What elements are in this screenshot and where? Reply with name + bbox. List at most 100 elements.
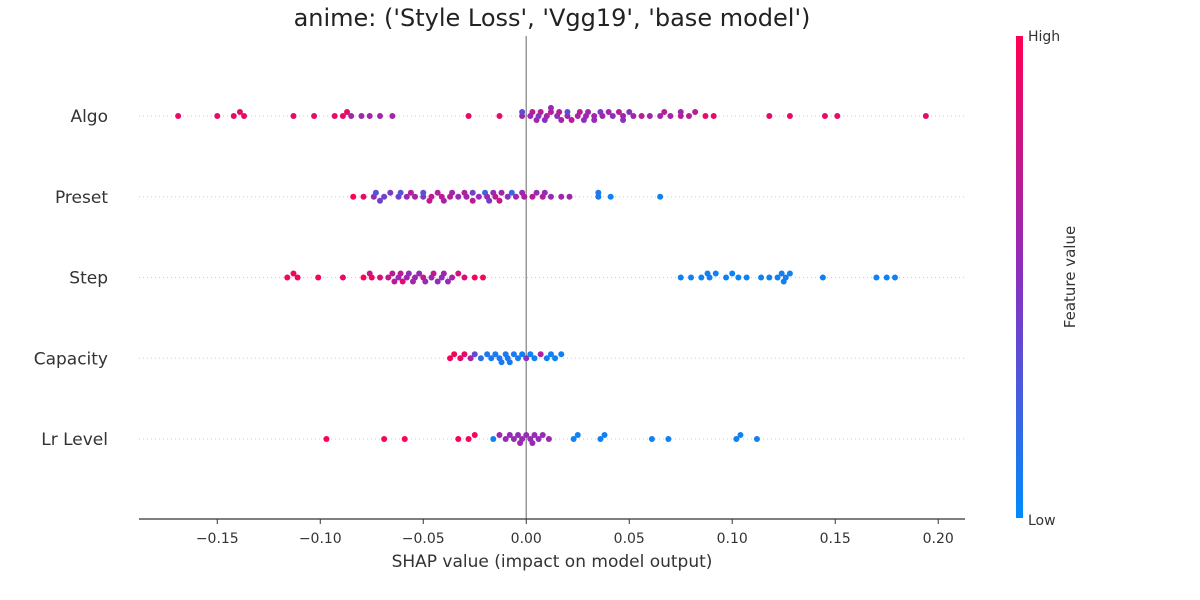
- shap-point: [471, 351, 478, 358]
- shap-point: [786, 270, 793, 277]
- shap-point: [465, 113, 472, 119]
- shap-point: [620, 117, 627, 124]
- shap-point: [585, 108, 592, 115]
- shap-point: [529, 193, 536, 200]
- shap-point: [558, 117, 565, 124]
- feature-gridlines: [139, 115, 965, 440]
- shap-point: [496, 431, 503, 438]
- shap-point: [607, 193, 614, 200]
- shap-point: [545, 436, 552, 442]
- shap-point: [504, 193, 511, 200]
- shap-point: [535, 436, 542, 442]
- shap-point: [834, 113, 841, 119]
- shap-point: [638, 113, 645, 119]
- shap-point: [403, 193, 410, 200]
- shap-point: [214, 113, 221, 119]
- shap-point: [523, 431, 530, 438]
- shap-point: [339, 274, 346, 281]
- shap-point: [547, 104, 554, 111]
- shap-point: [605, 108, 612, 115]
- shap-point: [412, 274, 419, 281]
- shap-point: [440, 197, 447, 204]
- shap-point: [710, 113, 717, 119]
- shap-point: [422, 278, 429, 285]
- shap-point: [547, 193, 554, 200]
- shap-point: [698, 274, 705, 281]
- shap-point: [377, 197, 384, 204]
- shap-point: [891, 274, 898, 281]
- shap-point: [539, 431, 546, 438]
- shap-point: [774, 274, 781, 281]
- shap-point: [766, 113, 773, 119]
- shap-point: [665, 436, 672, 442]
- shap-point: [331, 113, 338, 119]
- feature-label: Step: [69, 269, 108, 289]
- shap-point: [502, 436, 509, 442]
- shap-point: [368, 274, 375, 281]
- x-tick-label: 0.20: [923, 531, 954, 547]
- shap-point: [558, 193, 565, 200]
- shap-point: [782, 274, 789, 281]
- shap-point: [496, 197, 503, 204]
- shap-point: [506, 431, 513, 438]
- shap-point: [475, 193, 482, 200]
- shap-point: [657, 193, 664, 200]
- shap-point: [175, 113, 182, 119]
- data-points: [175, 104, 929, 447]
- shap-point: [626, 108, 633, 115]
- shap-point: [512, 193, 519, 200]
- feature-label: Lr Level: [41, 430, 108, 450]
- shap-point: [430, 270, 437, 277]
- feature-label: Capacity: [34, 349, 108, 369]
- shap-point: [449, 274, 456, 281]
- x-axis-label: SHAP value (impact on model output): [392, 552, 713, 572]
- shap-point: [743, 274, 750, 281]
- feature-label: Preset: [55, 188, 108, 208]
- shap-point: [758, 274, 765, 281]
- x-tick-label: 0.10: [717, 531, 748, 547]
- shap-point: [358, 113, 365, 119]
- shap-point: [688, 274, 695, 281]
- shap-point: [519, 351, 526, 358]
- shap-point: [574, 431, 581, 438]
- shap-point: [519, 436, 526, 442]
- shap-point: [922, 113, 929, 119]
- shap-point: [461, 351, 468, 358]
- colorbar-low-label: Low: [1028, 513, 1056, 529]
- shap-point: [646, 113, 653, 119]
- feature-labels: Algo Preset Step Capacity Lr Level: [34, 107, 109, 450]
- shap-point: [389, 113, 396, 119]
- shap-point: [381, 193, 388, 200]
- shap-point: [753, 436, 760, 442]
- shap-point: [568, 117, 575, 124]
- shap-point: [407, 189, 414, 196]
- shap-point: [350, 193, 357, 200]
- x-axis-ticks: −0.15 −0.10 −0.05 0.00 0.05 0.10 0.15 0.20: [196, 519, 954, 547]
- shap-point: [372, 189, 379, 196]
- shap-point: [463, 193, 470, 200]
- shap-point: [397, 270, 404, 277]
- shap-point: [399, 278, 406, 285]
- shap-point: [387, 189, 394, 196]
- shap-point: [667, 113, 674, 119]
- shap-point: [821, 113, 828, 119]
- shap-point: [778, 270, 785, 277]
- shap-point: [723, 274, 730, 281]
- shap-point: [712, 270, 719, 277]
- shap-point: [479, 274, 486, 281]
- shap-point: [566, 193, 573, 200]
- shap-point: [236, 108, 243, 115]
- shap-point: [819, 274, 826, 281]
- shap-point: [360, 274, 367, 281]
- shap-point: [702, 113, 709, 119]
- shap-point: [477, 355, 484, 362]
- shap-point: [469, 189, 476, 196]
- shap-point: [733, 436, 740, 442]
- shap-point: [597, 436, 604, 442]
- shap-point: [883, 274, 890, 281]
- shap-point: [492, 351, 499, 358]
- shap-point: [510, 436, 517, 442]
- shap-point: [543, 355, 550, 362]
- shap-point: [366, 113, 373, 119]
- shap-point: [558, 351, 565, 358]
